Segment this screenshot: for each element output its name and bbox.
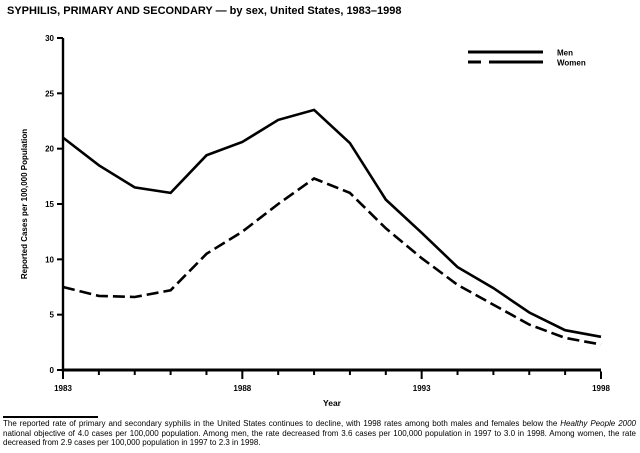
footnote-part1: The reported rate of primary and seconda… (3, 419, 561, 428)
footnote-text: The reported rate of primary and seconda… (3, 419, 636, 448)
footnote-part2: national objective of 4.0 cases per 100,… (3, 428, 636, 448)
y-tick-label: 30 (45, 34, 54, 43)
footnote-italic: Healthy People 2000 (560, 419, 637, 428)
y-tick-label: 5 (50, 311, 55, 320)
y-tick-label: 20 (45, 145, 54, 154)
footnote-rule (3, 416, 98, 418)
y-tick-label: 0 (50, 366, 55, 375)
chart-title: SYPHILIS, PRIMARY AND SECONDARY — by sex… (7, 5, 402, 17)
syphilis-line-chart: 0 5 10 15 20 25 30 1983 1988 1993 1998 Reported Cas… (20, 34, 610, 408)
x-tick-label: 1993 (413, 384, 431, 393)
y-tick-label: 25 (45, 89, 54, 98)
y-axis-title: Reported Cases per 100,000 Population (20, 129, 29, 279)
x-tick-label: 1983 (54, 384, 72, 393)
x-axis-title: Year (323, 398, 342, 408)
legend-men-label: Men (557, 49, 573, 58)
y-tick-label: 15 (45, 200, 54, 209)
women-line (62, 177, 602, 346)
men-line (62, 108, 602, 339)
y-tick-label: 10 (45, 255, 54, 264)
x-tick-label: 1988 (233, 384, 251, 393)
legend-women-label: Women (557, 59, 586, 68)
x-tick-label: 1998 (592, 384, 610, 393)
